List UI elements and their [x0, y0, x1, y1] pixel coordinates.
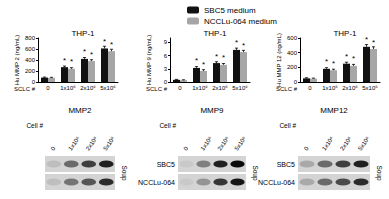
- svg-text:*: *: [352, 54, 355, 63]
- svg-text:5x10⁶: 5x10⁶: [102, 135, 116, 152]
- svg-text:Hu MMP 12 (ng/mL): Hu MMP 12 (ng/mL): [276, 33, 282, 87]
- svg-text:0: 0: [50, 145, 57, 152]
- svg-text:0: 0: [303, 145, 310, 152]
- svg-text:*: *: [332, 59, 335, 68]
- svg-text:*: *: [83, 47, 86, 56]
- svg-text:*: *: [325, 57, 328, 66]
- svg-text:*: *: [345, 52, 348, 61]
- svg-text:0: 0: [32, 79, 36, 85]
- svg-text:600: 600: [287, 35, 298, 41]
- svg-text:MMP12: MMP12: [320, 106, 348, 115]
- svg-text:2x10⁶: 2x10⁶: [85, 135, 99, 152]
- svg-text:*: *: [222, 53, 225, 62]
- svg-text:*: *: [202, 60, 205, 69]
- svg-text:0: 0: [182, 145, 189, 152]
- svg-text:THP-1: THP-1: [203, 29, 227, 38]
- svg-text:*: *: [195, 56, 198, 65]
- svg-text:NCCLu-064: NCCLu-064: [138, 179, 175, 186]
- svg-text:5x10⁶: 5x10⁶: [232, 85, 248, 91]
- svg-text:1x10⁶: 1x10⁶: [322, 85, 338, 91]
- svg-text:Cell #: Cell #: [159, 122, 176, 129]
- svg-text:THP-1: THP-1: [71, 29, 95, 38]
- svg-text:*: *: [103, 37, 106, 46]
- svg-text:0: 0: [46, 85, 50, 91]
- svg-text:200: 200: [287, 64, 298, 70]
- svg-text:2x10⁶: 2x10⁶: [212, 85, 228, 91]
- svg-text:NCCLu-064: NCCLu-064: [258, 179, 295, 186]
- svg-text:*: *: [63, 56, 66, 65]
- svg-text:0: 0: [294, 79, 298, 85]
- svg-text:*: *: [215, 52, 218, 61]
- svg-text:THP-1: THP-1: [333, 29, 357, 38]
- svg-text:800: 800: [25, 35, 36, 41]
- svg-text:Hu MMP 2 (ng/mL): Hu MMP 2 (ng/mL): [14, 35, 20, 86]
- svg-text:400: 400: [287, 50, 298, 56]
- svg-text:SCLC #: SCLC #: [276, 86, 298, 92]
- svg-text:600: 600: [25, 46, 36, 52]
- svg-text:SBC5: SBC5: [157, 161, 175, 168]
- svg-text:*: *: [372, 38, 375, 47]
- svg-text:1x10⁶: 1x10⁶: [67, 135, 81, 152]
- svg-text:5x10⁶: 5x10⁶: [357, 135, 371, 152]
- svg-text:2x10⁶: 2x10⁶: [339, 135, 353, 152]
- svg-text:MMP2: MMP2: [68, 106, 92, 115]
- svg-text:*: *: [110, 40, 113, 49]
- svg-text:5x10⁶: 5x10⁶: [233, 135, 247, 152]
- svg-text:*: *: [90, 50, 93, 59]
- svg-text:0: 0: [164, 79, 168, 85]
- svg-text:SCLC #: SCLC #: [14, 86, 36, 92]
- svg-text:400: 400: [25, 57, 36, 63]
- svg-text:SBC5: SBC5: [277, 161, 295, 168]
- svg-text:2x10⁶: 2x10⁶: [216, 135, 230, 152]
- svg-text:Soup: Soup: [252, 165, 259, 181]
- svg-text:Hu MMP 9 (ng/mL): Hu MMP 9 (ng/mL): [146, 35, 152, 86]
- svg-text:2x10⁶: 2x10⁶: [80, 85, 96, 91]
- svg-text:*: *: [242, 41, 245, 50]
- svg-text:Cell #: Cell #: [279, 122, 296, 129]
- svg-text:1x10⁶: 1x10⁶: [199, 135, 213, 152]
- svg-text:5x10⁶: 5x10⁶: [100, 85, 116, 91]
- svg-text:SCLC #: SCLC #: [146, 86, 168, 92]
- svg-text:SBC5 medium: SBC5 medium: [204, 6, 256, 15]
- svg-text:6: 6: [164, 53, 168, 59]
- svg-text:Soup: Soup: [120, 165, 128, 181]
- svg-text:*: *: [235, 38, 238, 47]
- svg-text:3: 3: [164, 66, 168, 72]
- svg-text:5x10⁶: 5x10⁶: [362, 85, 378, 91]
- svg-text:0: 0: [178, 85, 182, 91]
- svg-text:1x10⁶: 1x10⁶: [321, 135, 335, 152]
- svg-text:2x10⁶: 2x10⁶: [342, 85, 358, 91]
- svg-text:NCCLu-064 medium: NCCLu-064 medium: [204, 17, 277, 26]
- svg-text:9: 9: [164, 39, 168, 45]
- svg-text:1x10⁶: 1x10⁶: [60, 85, 76, 91]
- svg-text:*: *: [365, 35, 368, 44]
- svg-text:0: 0: [308, 85, 312, 91]
- svg-text:*: *: [70, 57, 73, 66]
- svg-text:1x10⁶: 1x10⁶: [192, 85, 208, 91]
- svg-text:Soup: Soup: [375, 165, 383, 181]
- svg-text:MMP9: MMP9: [200, 106, 224, 115]
- svg-text:200: 200: [25, 68, 36, 74]
- svg-text:Cell #: Cell #: [26, 122, 43, 129]
